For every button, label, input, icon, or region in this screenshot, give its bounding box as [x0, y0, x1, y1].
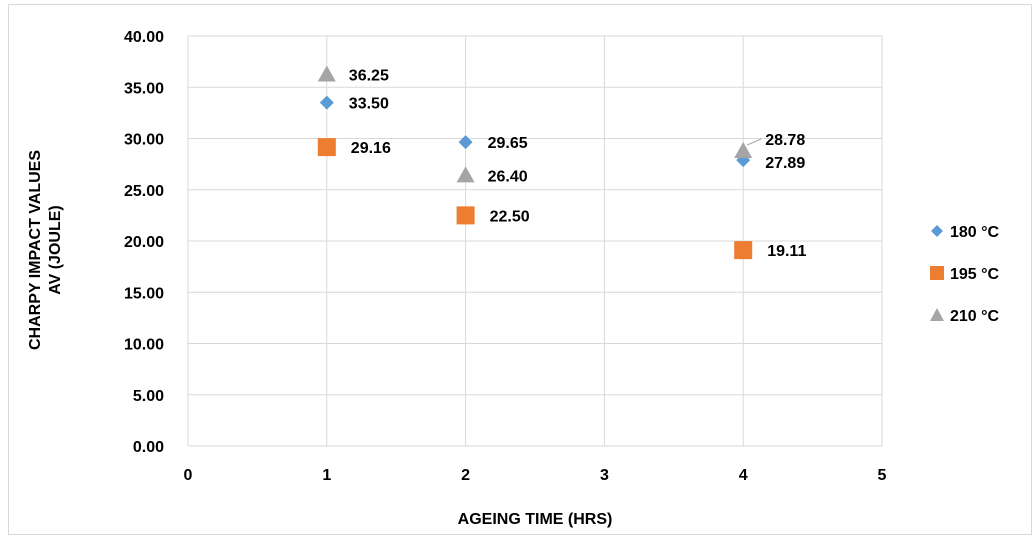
- marker-square: [734, 241, 753, 260]
- y-tick-label: 15.00: [124, 285, 164, 302]
- x-tick-label: 4: [739, 467, 748, 484]
- x-tick-label: 5: [878, 467, 887, 484]
- data-label: 29.16: [351, 140, 391, 157]
- data-labels: 33.50 29.65 27.89 29.16 22.50 19.11 36.25 26.40…: [349, 67, 807, 260]
- legend: 180 °C 195 °C 210 °C: [930, 224, 1000, 325]
- y-tick-label: 5.00: [133, 388, 164, 405]
- x-axis-ticks: 0 1 2 3 4 5: [184, 467, 887, 484]
- data-label: 36.25: [349, 67, 389, 84]
- y-tick-label: 10.00: [124, 337, 164, 354]
- gridlines: [187, 35, 883, 447]
- y-axis-ticks: 0.00 5.00 10.00 15.00 20.00 25.00 30.00 35.00 40…: [124, 29, 164, 456]
- legend-marker-square: [930, 266, 944, 280]
- marker-square: [456, 206, 475, 225]
- legend-entry-label: 210 °C: [950, 308, 1000, 325]
- x-axis-title: AGEING TIME (HRS): [458, 511, 613, 528]
- y-tick-label: 25.00: [124, 183, 164, 200]
- legend-marker-triangle: [930, 308, 944, 321]
- marker-diamond: [458, 135, 473, 150]
- data-label: 29.65: [488, 135, 528, 152]
- y-tick-label: 0.00: [133, 439, 164, 456]
- data-label: 28.78: [765, 132, 805, 149]
- data-label: 27.89: [765, 155, 805, 172]
- data-label: 26.40: [488, 168, 528, 185]
- x-tick-label: 2: [461, 467, 470, 484]
- y-axis-title-line: CHARPY IMPACT VALUES: [27, 150, 44, 350]
- marker-diamond: [319, 95, 334, 110]
- x-tick-label: 1: [322, 467, 331, 484]
- legend-entry-label: 195 °C: [950, 266, 1000, 283]
- y-tick-label: 35.00: [124, 80, 164, 97]
- leader-line: [747, 138, 762, 146]
- marker-square: [317, 138, 336, 157]
- marker-triangle: [734, 142, 753, 159]
- y-tick-label: 30.00: [124, 132, 164, 149]
- data-label: 22.50: [490, 208, 530, 225]
- x-tick-label: 0: [184, 467, 193, 484]
- data-points: [317, 65, 753, 260]
- y-axis-title: CHARPY IMPACT VALUES AV (JOULE): [27, 150, 64, 350]
- y-tick-label: 20.00: [124, 234, 164, 251]
- y-tick-label: 40.00: [124, 29, 164, 46]
- legend-entry-label: 180 °C: [950, 224, 1000, 241]
- x-tick-label: 3: [600, 467, 609, 484]
- y-axis-title-line: AV (JOULE): [47, 205, 64, 294]
- data-label: 33.50: [349, 96, 389, 113]
- marker-triangle: [317, 65, 336, 82]
- legend-marker-diamond: [931, 225, 943, 237]
- data-label: 19.11: [767, 243, 806, 260]
- marker-triangle: [456, 166, 475, 183]
